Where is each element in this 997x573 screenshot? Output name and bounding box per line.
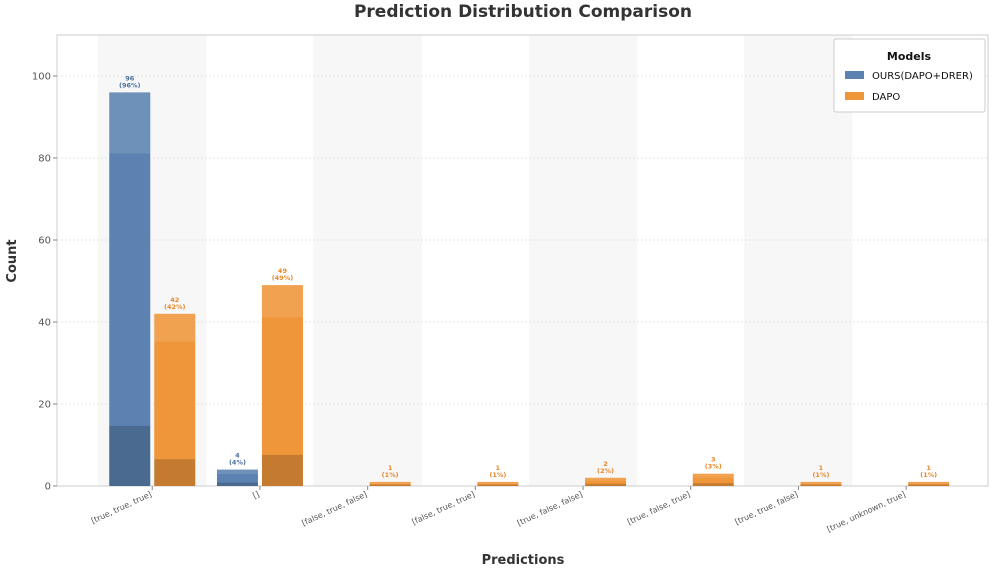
y-tick-label: 0 <box>45 482 51 493</box>
bar-highlight <box>585 477 627 482</box>
bar-highlight <box>216 469 258 475</box>
x-axis-label: Predictions <box>482 553 565 568</box>
data-label-count: 3 <box>711 456 716 464</box>
bar-shade <box>692 483 734 486</box>
bars: 96(96%)42(42%)4(4%)49(49%)1(1%)1(1%)2(2%… <box>109 74 950 487</box>
data-label-count: 1 <box>926 464 931 472</box>
data-label-count: 42 <box>170 296 179 304</box>
y-axis-ticks: 0 20 40 60 80 100 <box>32 72 57 493</box>
bar-highlight <box>369 481 411 485</box>
bar-shade <box>154 459 196 486</box>
data-label-percent: (42%) <box>164 303 186 311</box>
data-label-percent: (3%) <box>705 463 722 471</box>
bar-highlight <box>109 92 151 154</box>
data-label-percent: (49%) <box>272 274 294 282</box>
alternating-bands <box>98 35 853 486</box>
category-band <box>313 35 422 486</box>
legend-box <box>833 38 986 113</box>
data-label-percent: (2%) <box>597 467 614 475</box>
legend-swatch-dapo <box>845 92 864 100</box>
data-label-count: 1 <box>496 464 501 472</box>
x-tick-label: [true, true, false] <box>734 490 800 527</box>
bar-shade <box>369 484 411 486</box>
bar-dapo <box>369 481 411 486</box>
bar-ours <box>109 92 151 487</box>
legend: Models OURS(DAPO+DRER) DAPO <box>833 38 986 113</box>
y-tick-label: 80 <box>38 154 51 165</box>
bar-shade <box>261 454 303 486</box>
legend-title: Models <box>887 50 932 63</box>
data-label-percent: (4%) <box>229 459 246 467</box>
bar-dapo <box>261 285 303 486</box>
x-tick-label: [true, false, false] <box>516 490 584 528</box>
plot-frame <box>56 34 989 487</box>
data-label-count: 49 <box>278 267 288 275</box>
y-tick-label: 20 <box>38 400 51 411</box>
data-label-percent: (1%) <box>920 471 937 479</box>
grid-lines <box>57 75 988 405</box>
bar-dapo <box>477 481 519 486</box>
bar-shade <box>800 484 842 486</box>
bar-highlight <box>154 313 196 342</box>
y-tick-label: 100 <box>32 72 51 83</box>
y-tick-label: 60 <box>38 236 51 247</box>
data-label-percent: (1%) <box>382 471 399 479</box>
y-tick-label: 40 <box>38 318 51 329</box>
bar-highlight <box>800 481 842 485</box>
x-tick-label: [false, true, false] <box>300 490 368 528</box>
legend-swatch-ours <box>845 71 864 79</box>
data-label-count: 1 <box>388 464 393 472</box>
bar-dapo <box>154 313 196 486</box>
bar-dapo <box>908 481 950 486</box>
bar-shade <box>216 482 258 486</box>
bar-dapo <box>585 477 627 486</box>
data-label-percent: (96%) <box>119 81 141 89</box>
legend-label-dapo: DAPO <box>872 92 900 103</box>
bar-dapo <box>800 481 842 486</box>
x-tick-label: [true, false, true] <box>626 490 692 527</box>
bar-shade <box>109 425 151 486</box>
data-label-count: 1 <box>819 464 824 472</box>
x-tick-label: [true, true, true] <box>90 490 153 526</box>
x-tick-label: [] <box>251 490 260 501</box>
bar-ours <box>216 469 258 486</box>
y-axis-label: Count <box>5 239 20 282</box>
bar-shade <box>477 484 519 486</box>
bar-shade <box>585 483 627 486</box>
x-tick-label: [false, true, true] <box>411 490 477 527</box>
chart-title: Prediction Distribution Comparison <box>354 2 692 22</box>
data-label-count: 4 <box>235 452 240 460</box>
data-label-count: 96 <box>125 74 135 82</box>
category-band <box>528 35 638 486</box>
data-label-percent: (1%) <box>489 471 506 479</box>
bar-highlight <box>908 481 950 485</box>
legend-label-ours: OURS(DAPO+DRER) <box>872 71 973 82</box>
bar-shade <box>908 484 950 486</box>
bar-highlight <box>692 473 734 478</box>
x-axis-ticks: [true, true, true] [] [false, true, false]… <box>90 486 907 534</box>
bar-highlight <box>477 481 519 485</box>
bar-dapo <box>692 473 734 486</box>
data-label-percent: (1%) <box>812 471 829 479</box>
x-tick-label: [true, unknown, true] <box>826 490 907 534</box>
data-label-count: 2 <box>603 460 608 468</box>
bar-highlight <box>261 285 303 318</box>
